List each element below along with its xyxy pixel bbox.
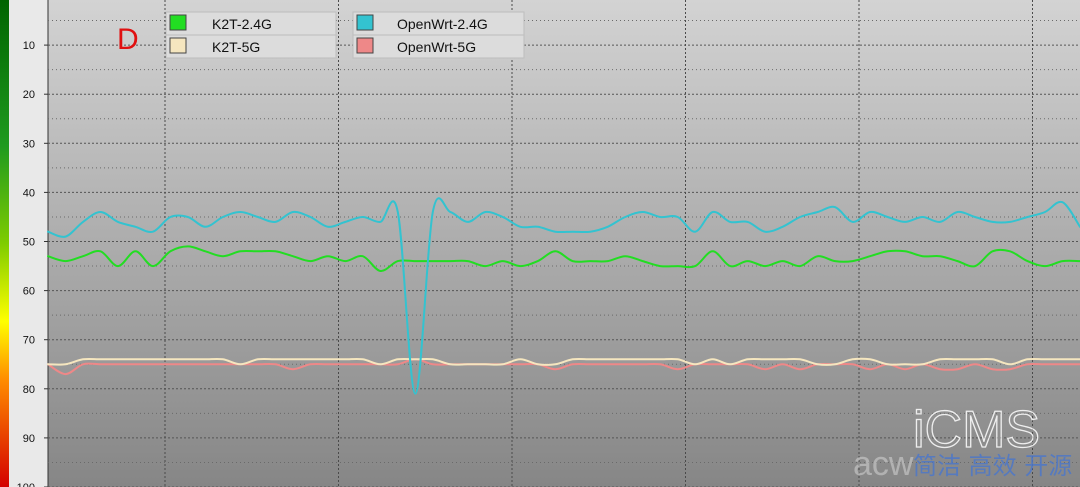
legend-swatch-openwrt-5g bbox=[356, 37, 374, 54]
y-tick-label: 0 bbox=[29, 0, 35, 3]
legend-cell-bg bbox=[352, 34, 525, 59]
y-tick-labels: 0 10 20 30 40 50 60 70 80 90 100 bbox=[17, 0, 48, 487]
y-tick-label: 50 bbox=[23, 237, 35, 249]
y-tick-label: 90 bbox=[23, 433, 35, 445]
legend-label-openwrt-5g: OpenWrt-5G bbox=[397, 39, 476, 55]
y-tick-label: 20 bbox=[23, 89, 35, 101]
legend-cell-bg bbox=[165, 34, 337, 59]
y-tick-label: 70 bbox=[23, 335, 35, 347]
watermark-ghost-text: acw bbox=[853, 445, 914, 483]
legend-label-k2t-5g: K2T-5G bbox=[212, 39, 260, 55]
panel-letter: D bbox=[117, 23, 139, 56]
y-tick-label: 10 bbox=[23, 40, 35, 52]
watermark-tagline: 简洁 高效 开源 bbox=[913, 452, 1072, 480]
legend: K2T-2.4G K2T-5G OpenWrt-2.4G OpenWrt-5G bbox=[165, 11, 525, 59]
legend-swatch-k2t-2.4g bbox=[169, 14, 187, 31]
y-tick-label: 30 bbox=[23, 138, 35, 150]
series-line-k2t-2.4g bbox=[47, 245, 1080, 273]
y-tick-label: 60 bbox=[23, 286, 35, 298]
series-line-openwrt-2.4g bbox=[47, 197, 1080, 395]
series-lines bbox=[47, 197, 1080, 395]
series-line-openwrt-5g bbox=[47, 358, 1080, 376]
watermark: acw iCMS 简洁 高效 开源 bbox=[853, 400, 1072, 483]
signal-color-scale bbox=[0, 0, 9, 487]
plot-area bbox=[48, 0, 1080, 487]
y-tick-label: 40 bbox=[23, 187, 35, 199]
legend-swatch-openwrt-2.4g bbox=[356, 14, 374, 31]
y-tick-label: 80 bbox=[23, 384, 35, 396]
legend-label-k2t-2.4g: K2T-2.4G bbox=[212, 16, 272, 32]
y-tick-label: 100 bbox=[17, 482, 35, 487]
legend-swatch-k2t-5g bbox=[169, 37, 187, 54]
legend-label-openwrt-2.4g: OpenWrt-2.4G bbox=[397, 16, 488, 32]
series-line-k2t-5g bbox=[47, 357, 1080, 366]
watermark-logo: iCMS bbox=[913, 401, 1040, 459]
